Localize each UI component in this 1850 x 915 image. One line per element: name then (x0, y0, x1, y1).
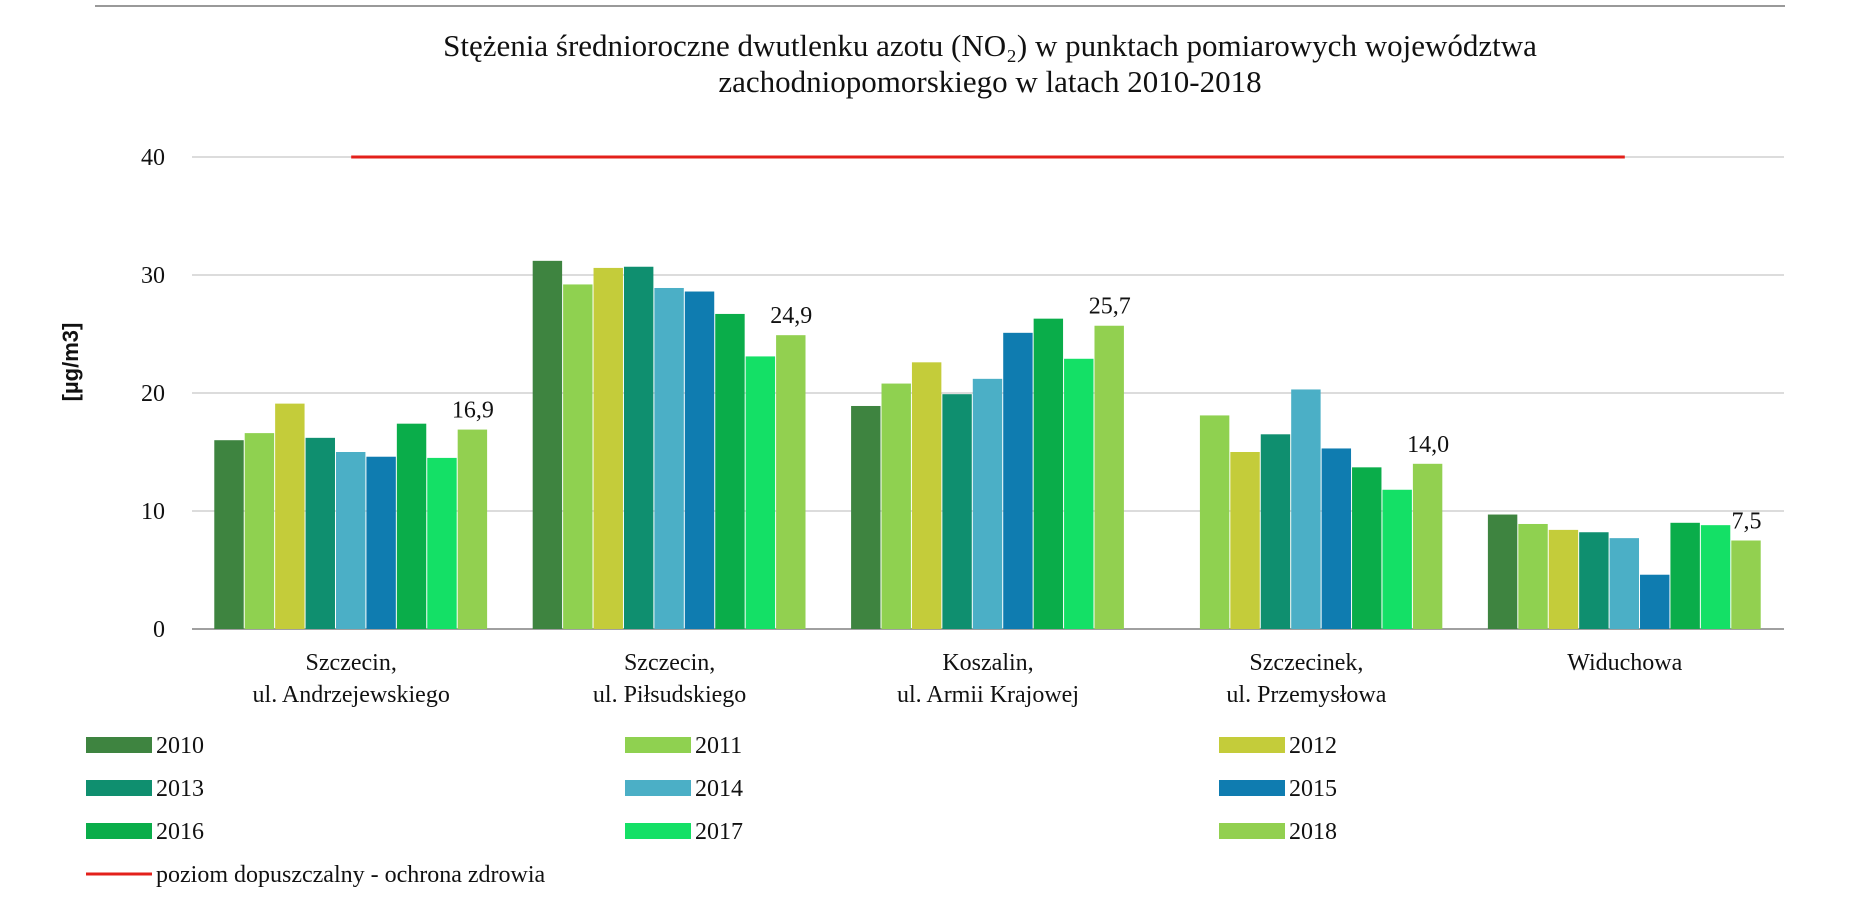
y-tick-label: 20 (141, 381, 165, 407)
legend-swatch (86, 823, 152, 839)
legend-swatch (625, 737, 691, 753)
x-tick-label: Koszalin, ul. Armii Krajowej (897, 650, 1079, 708)
bar (1064, 358, 1094, 629)
bar (911, 362, 942, 629)
bar (335, 452, 366, 629)
bar (275, 403, 305, 629)
y-tick-label: 0 (153, 617, 165, 643)
data-label: 24,9 (770, 303, 812, 329)
bar (623, 266, 654, 629)
bar (1579, 532, 1609, 629)
bar (684, 291, 715, 629)
legend-swatch (1219, 737, 1285, 753)
bar (715, 313, 745, 629)
data-label: 16,9 (452, 398, 494, 424)
bar (1033, 318, 1064, 629)
bar (1518, 523, 1548, 629)
bar (1382, 489, 1412, 629)
bar (1700, 525, 1731, 629)
bar (305, 437, 335, 629)
bar (745, 356, 776, 629)
legend-label: 2018 (1289, 819, 1337, 845)
legend-label: 2014 (695, 776, 743, 802)
y-tick-label: 40 (141, 145, 165, 171)
bar (972, 378, 1003, 629)
bar (1609, 538, 1640, 629)
data-label: 14,0 (1407, 432, 1449, 458)
y-tick-label: 10 (141, 499, 165, 525)
legend-label: 2013 (156, 776, 204, 802)
data-label: 25,7 (1089, 294, 1131, 320)
x-tick-label: Szczecin, ul. Andrzejewskiego (253, 650, 450, 708)
legend-label: 2012 (1289, 733, 1337, 759)
bar (776, 335, 806, 629)
legend-swatch (1219, 780, 1285, 796)
bar (593, 267, 623, 629)
legend-swatch (625, 823, 691, 839)
legend-label: 2010 (156, 733, 204, 759)
data-label: 7,5 (1731, 509, 1761, 535)
bar (457, 429, 488, 629)
y-tick-label: 30 (141, 263, 165, 289)
bar (1094, 325, 1124, 629)
bar (1291, 389, 1321, 629)
legend-label: poziom dopuszczalny - ochrona zdrowia (156, 862, 546, 888)
legend-label: 2015 (1289, 776, 1337, 802)
legend-swatch (625, 780, 691, 796)
bar (1412, 463, 1443, 629)
bar (427, 457, 457, 629)
bar (1230, 452, 1260, 629)
x-tick-label: Szczecinek, ul. Przemysłowa (1226, 650, 1386, 708)
legend-label: 2011 (695, 733, 742, 759)
x-tick-label: Widuchowa (1567, 650, 1682, 676)
bar (881, 383, 911, 629)
legend-swatch (1219, 823, 1285, 839)
bar (214, 440, 244, 629)
bar (396, 423, 427, 629)
bar (1003, 332, 1033, 629)
x-tick-label: Szczecin, ul. Piłsudskiego (593, 650, 746, 708)
bar (1670, 522, 1700, 629)
bar (942, 394, 972, 629)
bar (654, 287, 684, 629)
bar (1487, 514, 1518, 629)
bar (366, 456, 396, 629)
bar (1260, 434, 1291, 629)
legend-swatch (86, 780, 152, 796)
legend-label: 2016 (156, 819, 204, 845)
bar (1640, 574, 1670, 629)
bar (563, 284, 593, 629)
bar (532, 260, 563, 629)
bar (1199, 415, 1230, 629)
bar (244, 433, 275, 629)
bar (1321, 448, 1352, 629)
bar (1548, 529, 1579, 629)
legend-swatch (86, 737, 152, 753)
chart-title: Stężenia średnioroczne dwutlenku azotu (… (443, 28, 1537, 99)
bar (1352, 467, 1382, 629)
y-axis-label: [µg/m3] (58, 323, 83, 402)
bar (851, 405, 881, 629)
bar (1731, 540, 1761, 629)
legend-label: 2017 (695, 819, 743, 845)
